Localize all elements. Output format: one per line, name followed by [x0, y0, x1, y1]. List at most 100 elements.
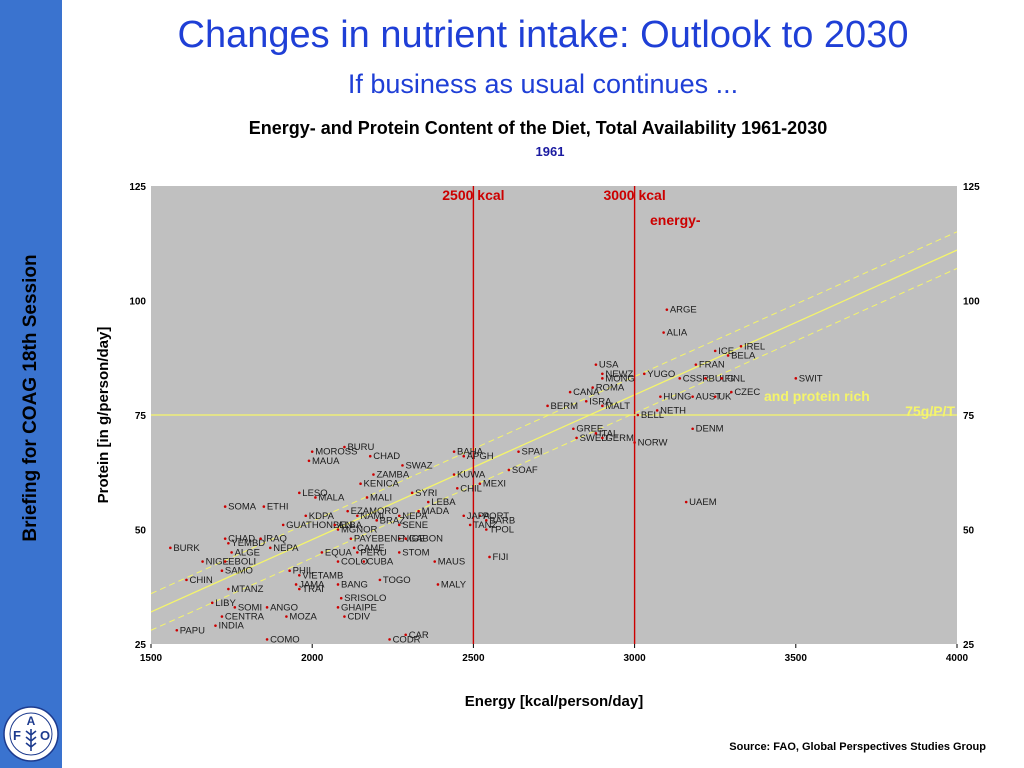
data-point — [359, 482, 362, 486]
x-tick-label: 1500 — [140, 653, 163, 664]
data-point — [462, 454, 466, 458]
point-label: TOGO — [383, 575, 411, 586]
data-point — [455, 486, 459, 490]
point-label: FIJI — [493, 552, 509, 563]
data-point — [368, 454, 372, 458]
data-point — [591, 386, 594, 389]
point-label: BURK — [173, 543, 200, 554]
point-label: NEWZ — [605, 369, 633, 380]
point-label: CHIN — [189, 575, 212, 586]
data-point — [220, 569, 224, 573]
point-label: GREE — [576, 424, 603, 435]
trend-line — [150, 249, 958, 613]
data-point — [720, 377, 723, 380]
data-point — [336, 560, 340, 563]
point-label: CENTRA — [225, 612, 265, 623]
data-point — [378, 578, 382, 582]
y-tick-label-left: 25 — [135, 640, 147, 651]
data-point — [233, 606, 237, 609]
point-label: PAPU — [180, 625, 205, 636]
data-point — [262, 505, 266, 508]
point-label: STOM — [402, 547, 429, 558]
data-point — [655, 409, 659, 412]
data-point — [484, 528, 488, 531]
point-label: MOROSS — [315, 447, 357, 458]
point-label: FINL — [725, 373, 746, 384]
data-point — [227, 587, 230, 591]
point-label: CAME — [357, 543, 384, 554]
point-label: ALGE — [235, 547, 260, 558]
x-tick-label: 3500 — [785, 653, 808, 664]
data-point — [478, 514, 482, 518]
data-point — [726, 354, 730, 357]
point-label: CSSR — [683, 373, 710, 384]
data-point — [488, 555, 491, 559]
data-point — [397, 514, 401, 518]
data-point — [397, 537, 401, 540]
data-point — [433, 560, 437, 563]
point-label: SAMO — [225, 566, 253, 577]
data-point — [375, 519, 378, 522]
data-point — [601, 372, 604, 376]
point-label: UAEM — [689, 497, 717, 508]
point-label: ITAL — [599, 428, 618, 439]
data-point — [336, 528, 340, 531]
point-label: ALIA — [667, 328, 688, 339]
point-label: JAPA — [467, 511, 491, 522]
data-point — [739, 345, 743, 348]
svg-text:O: O — [40, 728, 50, 743]
point-label: IRAQ — [264, 534, 287, 545]
point-label: BURU — [347, 442, 374, 453]
point-label: BERM — [551, 401, 579, 412]
point-label: COLO — [341, 557, 368, 568]
point-label: SPAI — [522, 447, 543, 458]
data-point — [678, 377, 682, 380]
data-point — [478, 482, 482, 486]
point-label: NEPA — [402, 511, 428, 522]
data-point — [601, 377, 604, 380]
data-point — [794, 377, 798, 380]
y-tick-label-right: 75 — [963, 411, 975, 422]
data-point — [730, 390, 733, 394]
data-point — [356, 551, 359, 554]
data-point — [704, 377, 707, 380]
point-label: SWED — [580, 433, 609, 444]
point-label: SOMA — [228, 502, 257, 513]
svg-text:F: F — [13, 728, 21, 743]
data-point — [336, 606, 340, 609]
fao-logo-icon: F A O — [3, 706, 59, 762]
slide-subtitle: If business as usual continues ... — [347, 69, 739, 99]
data-point — [713, 395, 717, 398]
data-point — [462, 514, 466, 518]
y-tick-label-right: 50 — [963, 526, 975, 537]
data-point — [507, 468, 511, 472]
data-point — [346, 509, 349, 513]
data-point — [294, 583, 298, 586]
data-point — [636, 413, 640, 417]
trend-band-lower — [150, 267, 958, 631]
trend-band-upper — [150, 231, 958, 595]
data-point — [388, 638, 391, 641]
source-note: Source: FAO, Global Perspectives Studies… — [729, 741, 986, 753]
point-label: ZAMBA — [376, 470, 409, 481]
data-point — [575, 436, 578, 440]
point-label: INDIA — [218, 621, 244, 632]
point-label: TPOL — [489, 525, 514, 536]
data-point — [452, 450, 456, 453]
y-tick-label-right: 100 — [963, 297, 980, 308]
point-label: CODR — [393, 634, 421, 645]
data-point — [713, 349, 717, 353]
y-tick-label-left: 125 — [129, 182, 146, 193]
data-point — [314, 496, 317, 499]
point-label: CUBA — [367, 557, 394, 568]
ref-label-75g: 75g/P/T — [905, 403, 955, 419]
point-label: ROMA — [596, 383, 625, 394]
point-label: HUNG — [663, 392, 691, 403]
data-point — [230, 551, 233, 554]
point-label: BELL — [641, 410, 664, 421]
data-point — [417, 509, 420, 513]
point-label: KDPA — [309, 511, 335, 522]
data-point — [339, 596, 343, 600]
point-label: SYRI — [415, 488, 437, 499]
point-label: USA — [599, 360, 619, 371]
